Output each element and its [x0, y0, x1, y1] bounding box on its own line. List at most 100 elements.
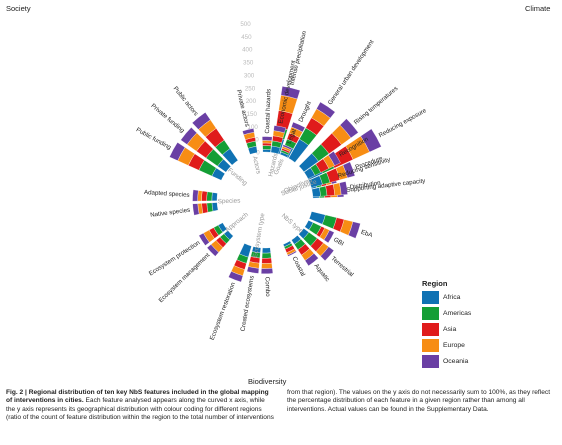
- bar-segment-combo-americas: [261, 252, 272, 259]
- bar-segment-ecosystem-management-oceania: [206, 244, 219, 257]
- bar-segment-adapted-species-oceania: [192, 189, 199, 202]
- legend-items: Africa Americas Asia Europe Oceania: [422, 291, 482, 368]
- bar-segment-coastal-hazards-americas: [262, 145, 272, 150]
- bar-segment-created-ecosystems-oceania: [246, 266, 260, 274]
- bar-segment-coastal-hazards-oceania: [261, 136, 273, 141]
- legend-item-asia: Asia: [422, 323, 482, 336]
- legend-swatch-americas: [422, 307, 439, 320]
- y-tick-label: 250: [245, 85, 256, 92]
- bar-segment-legal-oceania: [282, 144, 293, 151]
- y-tick-label: 150: [247, 111, 258, 118]
- legend-label-asia: Asia: [443, 326, 457, 333]
- y-tick-label: 200: [246, 98, 257, 105]
- feature-label-gbi: GBI: [332, 236, 345, 247]
- y-tick-label: 100: [248, 124, 259, 131]
- bar-segment-adapted-species-asia: [201, 190, 208, 202]
- group-label-funding: Funding: [226, 167, 249, 187]
- bar-segment-coastal-hazards-europe: [262, 140, 272, 144]
- bar-segment-combo-europe: [261, 262, 273, 269]
- feature-label-native-species: Native species: [150, 207, 191, 219]
- legend-label-europe: Europe: [443, 342, 465, 349]
- feature-label-ecosystem-restoration: Ecosystem restoration: [209, 281, 237, 341]
- bar-segment-adapted-species-americas: [206, 191, 213, 202]
- biodiversity-label: Biodiversity: [248, 377, 287, 386]
- feature-label-aquatic: Aquatic: [313, 263, 331, 284]
- y-tick-label: 450: [241, 34, 252, 41]
- bar-segment-gbi-oceania: [323, 229, 335, 244]
- feature-label-reducing-exposure: Reducing exposure: [378, 107, 428, 139]
- feature-label-distribution: Distribution: [349, 180, 381, 192]
- bar-segment-reducing-exposure-oceania: [360, 128, 382, 153]
- feature-label-created-ecosystems: Created ecosystems: [239, 275, 255, 332]
- legend-item-oceania: Oceania: [422, 355, 482, 368]
- feature-label-public-actors: Public actors: [172, 85, 200, 117]
- bar-segment-economic-development-oceania: [273, 125, 287, 134]
- legend-label-oceania: Oceania: [443, 358, 469, 365]
- legend-swatch-asia: [422, 323, 439, 336]
- caption-lead: Fig. 2 | Regional distribution of ten ke…: [6, 389, 269, 405]
- bar-segment-coastal-hazards-asia: [262, 142, 272, 147]
- bar-segment-ecosystem-restoration-oceania: [228, 271, 244, 283]
- bar-segment-terrestrial-oceania: [320, 246, 335, 262]
- feature-label-rising-temperatures: Rising temperatures: [353, 85, 400, 126]
- legend-label-americas: Americas: [443, 310, 472, 317]
- bar-segment-combo-oceania: [261, 268, 274, 274]
- bar-segment-procedure-oceania: [342, 161, 356, 179]
- legend: Region Africa Americas Asia Europe Oceania: [422, 279, 482, 371]
- feature-label-private-funding: Private funding: [149, 102, 186, 134]
- bar-segment-native-species-oceania: [192, 203, 200, 216]
- bar-segment-distribution-africa: [311, 187, 321, 197]
- feature-label-eba: EbA: [360, 229, 374, 240]
- bar-segment-rising-temperatures-oceania: [339, 118, 359, 139]
- bar-segment-distribution-oceania: [339, 181, 348, 196]
- society-label: Society: [6, 4, 31, 13]
- legend-title: Region: [422, 279, 448, 288]
- legend-item-americas: Americas: [422, 307, 482, 320]
- bar-segment-public-actors-oceania: [191, 112, 211, 130]
- bar-segment-public-funding-oceania: [169, 142, 186, 161]
- bar-segment-adapted-species-europe: [197, 190, 203, 202]
- bar-segment-ecosystem-protection-oceania: [198, 232, 210, 246]
- group-label-nbs-type: NbS type: [280, 212, 305, 235]
- bar-segment-eba-oceania: [348, 221, 361, 239]
- circular-stacked-bar-chart: 050100150200250300350400450500Coastal ha…: [135, 21, 428, 341]
- y-tick-label: 350: [243, 60, 254, 67]
- climate-label: Climate: [525, 4, 551, 13]
- y-axis: 050100150200250300350400450500: [240, 21, 260, 157]
- bar-segment-combo-asia: [261, 257, 272, 264]
- feature-label-coastal-hazards: Coastal hazards: [264, 89, 273, 134]
- bar-segment-private-funding-oceania: [180, 127, 198, 145]
- y-tick-label: 500: [240, 21, 251, 28]
- y-tick-label: 400: [242, 47, 253, 54]
- legend-item-europe: Europe: [422, 339, 482, 352]
- bar-segment-intense-precipitation-oceania: [280, 86, 301, 100]
- group-label-actors: Actors: [251, 155, 262, 174]
- legend-label-africa: Africa: [443, 294, 461, 301]
- legend-swatch-europe: [422, 339, 439, 352]
- feature-label-public-funding: Public funding: [135, 126, 173, 151]
- y-tick-label: 0: [256, 150, 260, 157]
- y-tick-label: 300: [244, 72, 255, 79]
- group-label-species: Species: [218, 198, 241, 206]
- figure-caption: Fig. 2 | Regional distribution of ten ke…: [6, 389, 556, 423]
- bar-segment-general-urban-development-oceania: [316, 101, 336, 119]
- bar-segment-coastal-hazards-africa: [262, 149, 271, 153]
- bars: [169, 86, 382, 283]
- feature-label-combo: Combo: [264, 277, 272, 298]
- bar-segment-aquatic-oceania: [304, 253, 319, 267]
- bar-segment-coastal-oceania: [287, 250, 297, 257]
- bar-segment-combo-africa: [262, 247, 271, 254]
- bar-segment-drought-oceania: [291, 121, 306, 133]
- legend-swatch-africa: [422, 291, 439, 304]
- feature-label-private-actors: Private actors: [235, 89, 251, 127]
- feature-label-general-urban-development: General urban development: [327, 39, 376, 107]
- bar-segment-recognition-oceania: [328, 151, 341, 166]
- feature-label-adapted-species: Adapted species: [144, 189, 190, 199]
- group-label-approach: Approach: [224, 211, 250, 234]
- caption-body: Each feature analysed appears along the …: [6, 389, 551, 422]
- legend-item-africa: Africa: [422, 291, 482, 304]
- legend-swatch-oceania: [422, 355, 439, 368]
- feature-label-terrestrial: Terrestrial: [330, 255, 355, 278]
